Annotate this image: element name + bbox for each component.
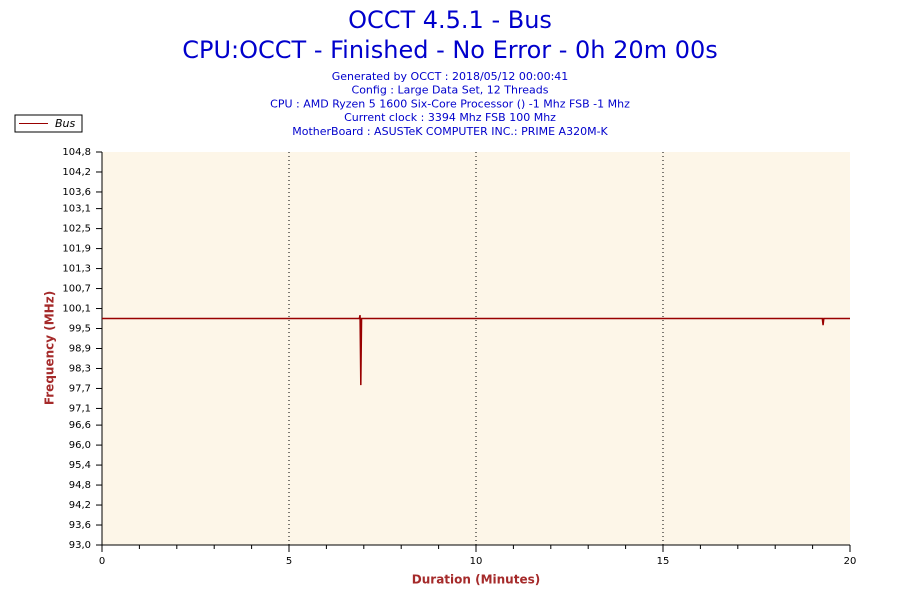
y-tick-label: 93,6 [69,520,91,531]
x-tick-label: 5 [286,556,292,567]
y-tick-label: 103,1 [62,204,91,215]
y-axis-label: Frequency (MHz) [43,291,57,405]
y-tick-label: 97,7 [69,383,91,394]
y-tick-label: 97,1 [69,403,91,414]
x-tick-label: 15 [657,556,670,567]
y-tick-label: 98,9 [69,344,91,355]
y-tick-label: 102,5 [62,224,91,235]
y-tick-label: 94,8 [69,480,91,491]
y-tick-label: 103,6 [62,187,91,198]
info-line: Generated by OCCT : 2018/05/12 00:00:41 [332,70,569,83]
y-tick-label: 96,6 [69,420,91,431]
y-tick-label: 101,3 [62,264,91,275]
y-tick-label: 99,5 [69,324,91,335]
info-line: CPU : AMD Ryzen 5 1600 Six-Core Processo… [270,97,630,110]
x-tick-label: 0 [99,556,105,567]
y-tick-label: 93,0 [69,540,91,551]
y-tick-label: 95,4 [69,460,91,471]
y-tick-label: 100,1 [62,304,91,315]
y-tick-label: 94,2 [69,500,91,511]
info-line: Current clock : 3394 Mhz FSB 100 Mhz [344,111,556,124]
y-tick-label: 98,3 [69,363,91,374]
y-tick-label: 104,2 [62,167,91,178]
chart-subtitle: CPU:OCCT - Finished - No Error - 0h 20m … [182,36,718,64]
legend [14,114,83,133]
series-line [102,315,850,386]
y-tick-label: 96,0 [69,440,91,451]
y-tick-label: 104,8 [62,147,91,158]
info-line: Config : Large Data Set, 12 Threads [352,84,549,97]
x-tick-label: 10 [470,556,483,567]
y-tick-label: 100,7 [62,284,91,295]
info-line: MotherBoard : ASUSTeK COMPUTER INC.: PRI… [292,125,608,138]
y-tick-label: 101,9 [62,244,91,255]
x-axis-label: Duration (Minutes) [412,573,540,587]
x-tick-label: 20 [844,556,857,567]
chart-title: OCCT 4.5.1 - Bus [348,6,552,34]
legend-label: Bus [55,117,76,130]
